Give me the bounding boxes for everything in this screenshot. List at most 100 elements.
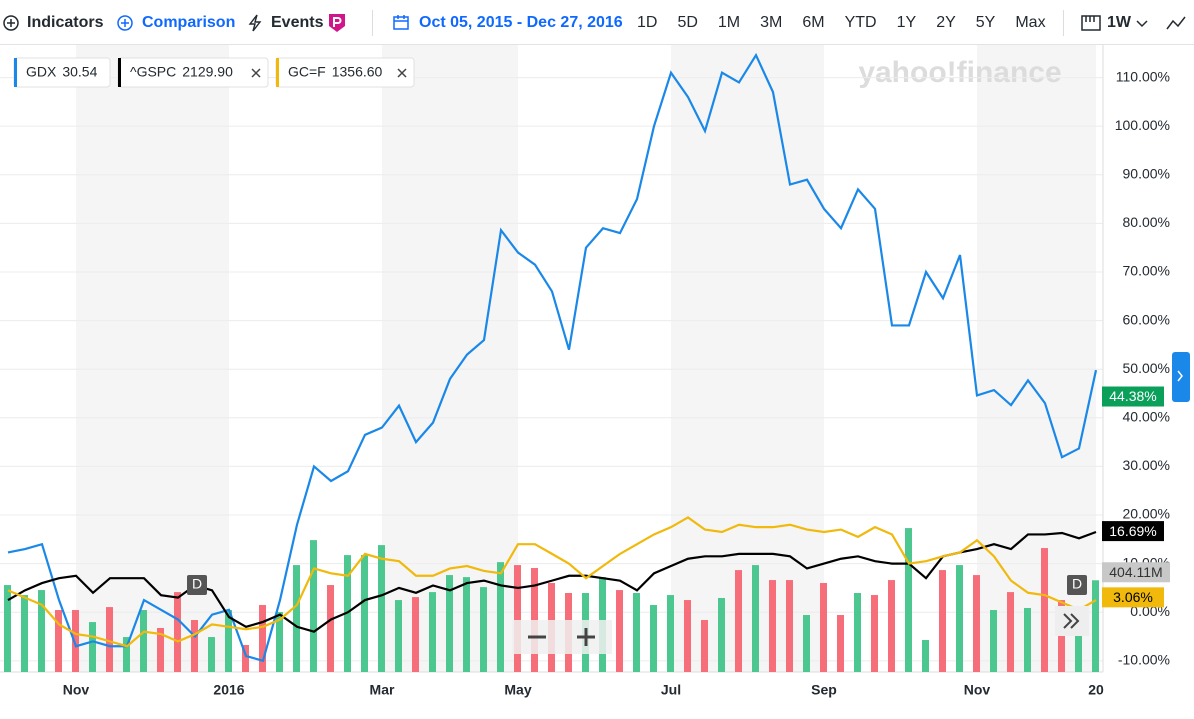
zoom-in: [577, 628, 595, 646]
legend-name: GDX: [26, 64, 57, 80]
volume-bar: [395, 600, 402, 672]
y-tick-label: 30.00%: [1123, 457, 1170, 473]
volume-bar: [1041, 548, 1048, 672]
volume-bar: [463, 577, 470, 672]
dividend-label: D: [192, 576, 202, 592]
volume-bar: [769, 580, 776, 672]
dividend-marker: [187, 575, 207, 595]
volume-bar: [412, 597, 419, 672]
month-band: [671, 45, 824, 672]
dividend-label: D: [1072, 576, 1082, 592]
volume-bar: [276, 612, 283, 672]
legend-swatch: [276, 58, 279, 87]
volume-bar: [854, 593, 861, 672]
volume-bar: [752, 565, 759, 672]
interval-button[interactable]: 1W: [1107, 14, 1131, 31]
volume-bar: [259, 605, 266, 672]
volume-bar: [4, 585, 11, 672]
range-button[interactable]: 2Y: [936, 14, 956, 31]
volume-bar: [1024, 607, 1031, 672]
indicators-button[interactable]: Indicators: [27, 14, 104, 31]
volume-bar: [446, 575, 453, 672]
volume-bar: [684, 600, 691, 672]
side-tab-arrow: [1177, 370, 1183, 382]
range-button[interactable]: 6M: [802, 14, 825, 31]
volume-bar: [480, 587, 487, 672]
x-tick-label: Sep: [811, 682, 837, 698]
volume-bar: [939, 570, 946, 672]
chart-type-icon: [1081, 15, 1101, 31]
volume-bar: [378, 545, 385, 672]
volume-bar: [837, 615, 844, 672]
range-button[interactable]: 1D: [637, 14, 658, 31]
volume-bar: [803, 615, 810, 672]
scroll-icon: [1063, 613, 1080, 629]
volume-bar: [429, 592, 436, 672]
comparison-button[interactable]: Comparison: [142, 14, 236, 31]
volume-bar: [1058, 600, 1065, 672]
date-range[interactable]: Oct 05, 2015 - Dec 27, 2016: [419, 14, 623, 31]
volume-bar: [1092, 580, 1099, 672]
volume-bar: [123, 637, 130, 672]
volume-bar: [327, 585, 334, 672]
y-tick-label: 70.00%: [1123, 263, 1170, 279]
volume-bar: [786, 580, 793, 672]
volume-bar: [888, 580, 895, 672]
volume-bar: [871, 595, 878, 672]
zoom-bg: [512, 620, 612, 654]
toolbar: Indicators Comparison Events Oct 05, 201…: [0, 0, 1194, 45]
volume-bar: [140, 610, 147, 672]
indicators-icon: [3, 15, 19, 31]
range-button[interactable]: 5Y: [975, 14, 996, 31]
range-button[interactable]: 5D: [677, 14, 698, 31]
volume-bar: [820, 583, 827, 672]
range-button[interactable]: 1Y: [896, 14, 917, 31]
x-tick-label: Nov: [964, 682, 991, 698]
volume-bar: [735, 570, 742, 672]
y-tick-label: 40.00%: [1123, 409, 1170, 425]
watermark: yahoo!finance: [858, 56, 1061, 89]
last-value-box: [1102, 521, 1164, 542]
volume-bar: [667, 595, 674, 672]
volume-bar: [905, 528, 912, 672]
volume-bar: [55, 610, 62, 672]
volume-bar: [633, 593, 640, 672]
y-tick-label: 80.00%: [1123, 214, 1170, 230]
legend-swatch: [118, 58, 121, 87]
separator: [372, 10, 373, 36]
legend-chip: GDX 30.54: [13, 57, 111, 88]
volume-bar: [293, 565, 300, 672]
x-tick-label: 2016: [213, 682, 244, 698]
last-value-label: 3.06%: [1113, 589, 1153, 605]
x-tick-label: 20: [1088, 682, 1104, 698]
range-button[interactable]: 3M: [760, 14, 783, 31]
y-tick-label: 20.00%: [1123, 506, 1170, 522]
last-value-box: [1102, 386, 1164, 407]
events-icon: [248, 14, 262, 32]
volume-bar: [225, 610, 232, 672]
range-button[interactable]: YTD: [844, 14, 877, 31]
calendar-icon: [393, 15, 409, 30]
caret: [1136, 20, 1148, 28]
legend-price: 2129.90: [182, 64, 233, 80]
volume-bar: [157, 627, 164, 672]
volume-bar: [956, 565, 963, 672]
volume-last-label: 404.11M: [1109, 564, 1162, 580]
range-buttons: 1D 5D 1M 3M 6M YTD 1Y 2Y 5Y Max: [637, 14, 1046, 32]
separator: [1063, 10, 1064, 36]
events-button[interactable]: Events: [271, 14, 324, 31]
last-value-label: 44.38%: [1109, 388, 1156, 404]
range-button[interactable]: 1M: [717, 14, 741, 31]
dividend-marker: [1067, 575, 1087, 595]
legend-close: [397, 68, 407, 78]
volume-bar: [38, 590, 45, 672]
volume-bar: [990, 610, 997, 672]
volume-bar: [1007, 592, 1014, 672]
volume-bar: [616, 590, 623, 672]
volume-bar: [497, 562, 504, 672]
volume-bar: [922, 639, 929, 672]
volume-bar: [650, 605, 657, 672]
legend-price: 1356.60: [332, 64, 383, 80]
y-tick-label: 90.00%: [1123, 165, 1170, 181]
range-button[interactable]: Max: [1015, 14, 1046, 31]
